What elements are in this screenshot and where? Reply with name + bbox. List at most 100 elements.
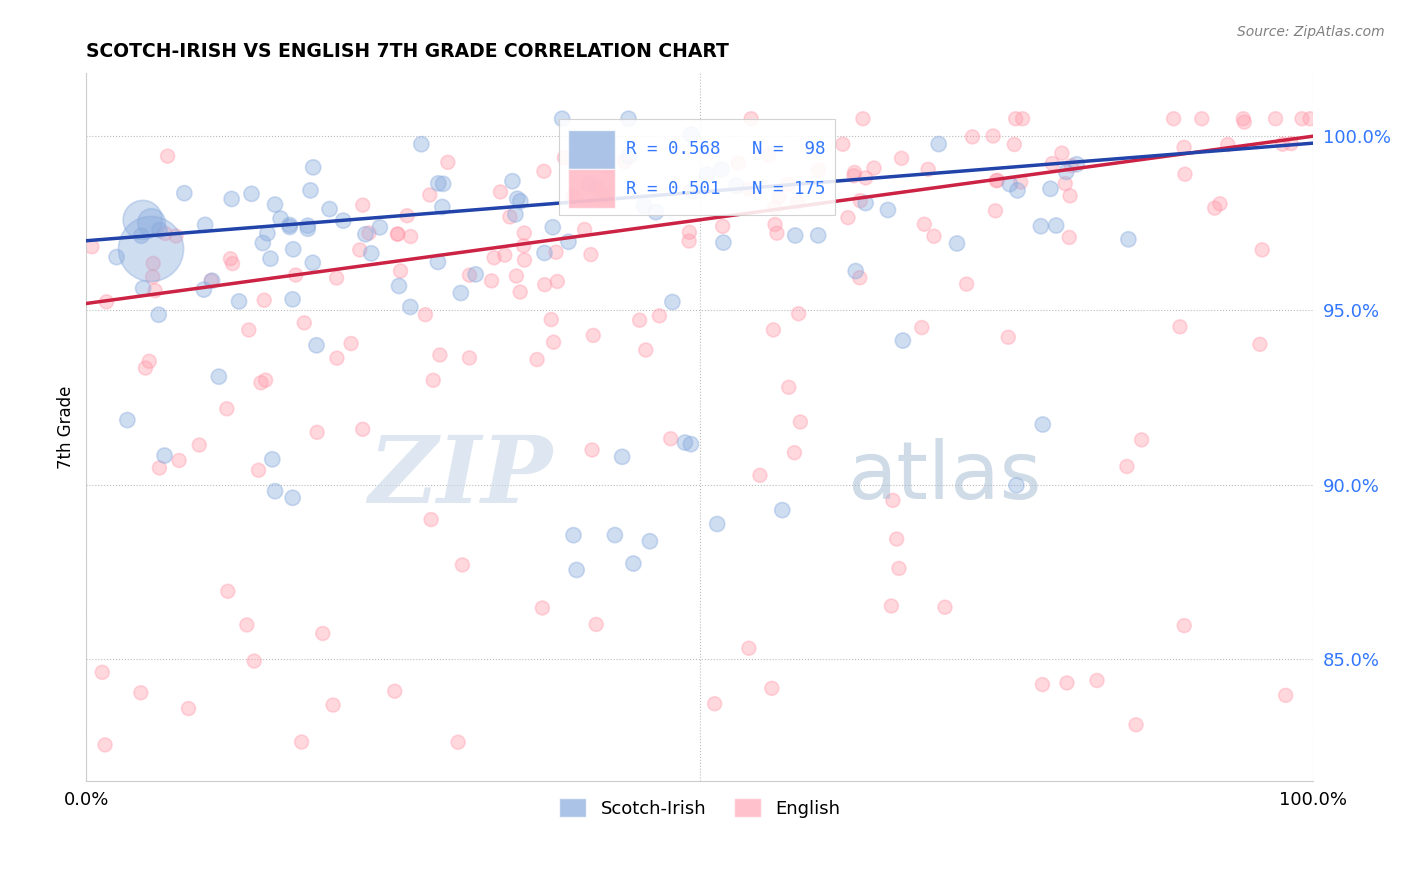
- Point: [148, 461, 170, 475]
- Point: [981, 128, 1004, 143]
- Point: [1011, 112, 1033, 126]
- Point: [1032, 417, 1054, 432]
- Point: [1249, 337, 1271, 351]
- Point: [349, 243, 371, 257]
- Point: [1168, 319, 1191, 334]
- Point: [1291, 112, 1313, 126]
- Point: [540, 312, 562, 326]
- Point: [1004, 112, 1026, 126]
- Point: [855, 170, 877, 185]
- Point: [1299, 112, 1322, 126]
- Point: [928, 137, 950, 152]
- Point: [1060, 159, 1083, 173]
- Point: [221, 192, 243, 206]
- Point: [758, 148, 780, 162]
- Point: [574, 222, 596, 236]
- Point: [807, 163, 830, 178]
- Point: [1279, 136, 1302, 151]
- Point: [501, 174, 523, 188]
- Point: [307, 425, 329, 440]
- Point: [762, 323, 785, 337]
- Point: [387, 227, 409, 241]
- Point: [422, 373, 444, 387]
- Point: [1130, 433, 1153, 447]
- Point: [679, 437, 702, 451]
- Point: [628, 313, 651, 327]
- Point: [592, 189, 614, 203]
- Point: [1007, 183, 1029, 197]
- Point: [368, 220, 391, 235]
- Point: [259, 252, 281, 266]
- Point: [236, 618, 259, 632]
- Y-axis label: 7th Grade: 7th Grade: [58, 385, 75, 469]
- Point: [785, 228, 807, 243]
- Point: [579, 247, 602, 261]
- Point: [710, 162, 733, 177]
- Point: [426, 255, 449, 269]
- Point: [1216, 137, 1239, 152]
- Point: [256, 227, 278, 241]
- Point: [553, 151, 575, 165]
- Point: [863, 161, 886, 175]
- Point: [1045, 219, 1067, 233]
- Point: [297, 221, 319, 235]
- Point: [1232, 112, 1254, 126]
- Point: [778, 380, 800, 394]
- Point: [228, 294, 250, 309]
- Point: [250, 376, 273, 390]
- Point: [139, 242, 162, 256]
- Point: [917, 162, 939, 177]
- Point: [509, 194, 531, 209]
- Point: [1050, 146, 1073, 161]
- Text: R = 0.501   N = 175: R = 0.501 N = 175: [626, 180, 825, 198]
- Point: [581, 442, 603, 457]
- Point: [143, 284, 166, 298]
- Point: [305, 338, 328, 352]
- Point: [1233, 115, 1256, 129]
- Point: [494, 248, 516, 262]
- Point: [512, 239, 534, 253]
- Point: [238, 323, 260, 337]
- Point: [678, 234, 700, 248]
- Point: [188, 438, 211, 452]
- Point: [420, 513, 443, 527]
- Point: [177, 701, 200, 715]
- Point: [167, 453, 190, 467]
- Point: [1264, 112, 1286, 126]
- Point: [165, 229, 187, 244]
- Point: [148, 223, 170, 237]
- Point: [1002, 137, 1025, 152]
- Point: [1031, 677, 1053, 691]
- Point: [706, 516, 728, 531]
- Point: [262, 452, 284, 467]
- Point: [219, 252, 242, 266]
- Point: [264, 484, 287, 499]
- Point: [544, 245, 567, 260]
- FancyBboxPatch shape: [568, 130, 614, 169]
- Point: [877, 202, 900, 217]
- Point: [887, 561, 910, 575]
- Point: [429, 348, 451, 362]
- Point: [301, 256, 323, 270]
- Point: [763, 218, 786, 232]
- Point: [562, 189, 585, 203]
- Point: [1118, 232, 1140, 246]
- Point: [509, 285, 531, 299]
- Point: [252, 235, 274, 250]
- Point: [617, 112, 640, 126]
- Point: [1271, 137, 1294, 152]
- Point: [1173, 618, 1195, 632]
- Point: [432, 177, 454, 191]
- Point: [922, 229, 945, 244]
- Point: [661, 295, 683, 310]
- Point: [1039, 182, 1062, 196]
- Point: [432, 200, 454, 214]
- Point: [357, 226, 380, 240]
- Point: [526, 352, 548, 367]
- Point: [297, 219, 319, 233]
- Point: [1059, 189, 1081, 203]
- Point: [489, 185, 512, 199]
- Point: [437, 155, 460, 169]
- Point: [201, 274, 224, 288]
- Point: [565, 563, 588, 577]
